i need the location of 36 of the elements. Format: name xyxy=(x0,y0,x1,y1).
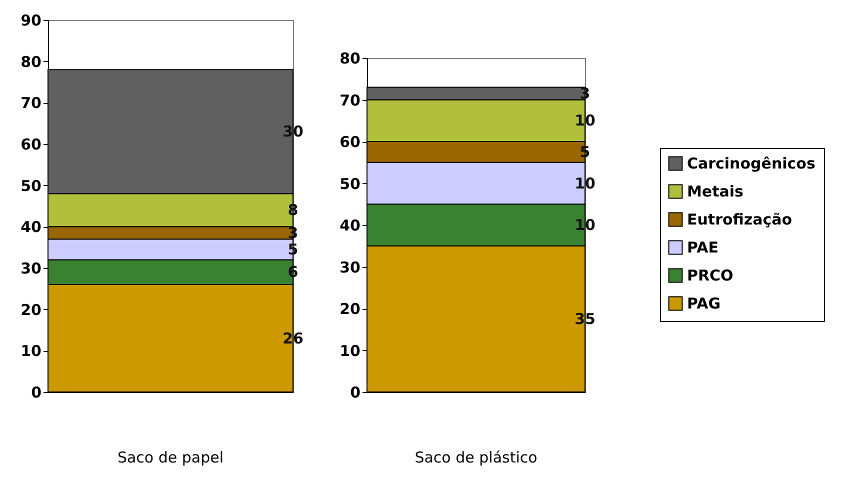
y-tick-label: 80 xyxy=(340,50,360,68)
legend-label: Eutrofização xyxy=(687,210,792,228)
y-tick-label: 80 xyxy=(20,52,42,71)
data-label: 8 xyxy=(288,201,298,220)
y-tick-label: 70 xyxy=(20,94,42,112)
y-tick-label: 50 xyxy=(340,174,360,193)
y-tick-label: 0 xyxy=(31,384,42,402)
data-label: 30 xyxy=(282,122,304,141)
data-label: 5 xyxy=(580,142,590,161)
y-tick-label: 60 xyxy=(20,136,42,154)
y-tick-label: 10 xyxy=(340,342,360,360)
data-label: 10 xyxy=(574,112,596,130)
y-tick-label: 20 xyxy=(340,300,360,318)
y-tick-label: 90 xyxy=(20,12,42,30)
y-tick-label: 0 xyxy=(350,384,360,402)
legend-label: PAG xyxy=(687,294,721,312)
data-label: 35 xyxy=(574,310,596,328)
data-label: 26 xyxy=(282,329,304,348)
legend-label: Carcinogênicos xyxy=(687,154,816,172)
legend-label: PAE xyxy=(687,238,718,256)
legend-label: PRCO xyxy=(687,266,734,284)
y-tick-label: 70 xyxy=(340,91,360,110)
y-tick-label: 40 xyxy=(20,218,42,236)
legend-label: Metais xyxy=(687,182,744,200)
y-tick-label: 30 xyxy=(20,260,42,278)
y-tick-label: 60 xyxy=(340,133,360,151)
y-tick-label: 40 xyxy=(340,216,360,234)
y-tick-label: 30 xyxy=(340,258,360,276)
data-label: 3 xyxy=(288,224,298,242)
y-tick-label: 50 xyxy=(20,176,42,195)
data-label: 10 xyxy=(574,216,596,234)
y-tick-label: 10 xyxy=(20,342,42,360)
data-label: 6 xyxy=(288,263,298,282)
x-tick-label: Saco de plástico xyxy=(414,448,538,466)
x-tick-label: Saco de papel xyxy=(117,448,224,466)
y-tick-label: 20 xyxy=(20,300,42,319)
